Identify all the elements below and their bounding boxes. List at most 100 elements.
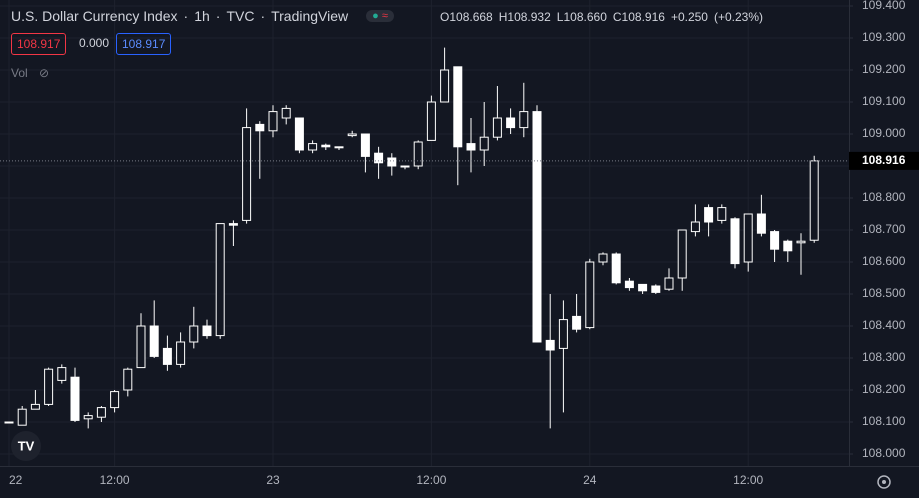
volume-label[interactable]: Vol ⊘ (11, 66, 50, 80)
low-label: L (556, 10, 564, 24)
candle-body (70, 376, 80, 421)
y-tick-label: 108.100 (862, 414, 906, 428)
settings-icon[interactable] (877, 475, 891, 489)
x-tick-label: 22 (9, 473, 23, 487)
candle-body (30, 403, 40, 410)
candle-body (215, 223, 225, 337)
candle-body (770, 231, 780, 250)
candle-body (651, 285, 661, 293)
candle-body (572, 315, 582, 330)
candle-body (374, 152, 384, 164)
candle-body (162, 347, 172, 365)
candle-body (809, 160, 819, 241)
candle-body (17, 408, 27, 426)
buy-button[interactable]: 108.917 (116, 33, 172, 55)
interval[interactable]: 1h (194, 8, 210, 24)
candle-body (466, 143, 476, 151)
candle-body (57, 367, 67, 381)
open-label: O (440, 10, 450, 24)
last-price-box (849, 151, 919, 170)
open-value: 108.668 (449, 10, 493, 24)
svg-text:TV: TV (18, 438, 35, 453)
candle-body (611, 253, 621, 284)
candle-body (624, 280, 634, 289)
candle-body (202, 325, 212, 337)
y-tick-label: 109.200 (862, 62, 906, 76)
candle-body (189, 325, 199, 343)
y-tick-label: 108.400 (862, 318, 906, 332)
candle-body (426, 101, 436, 141)
candle-body (506, 117, 516, 129)
candle-body (598, 253, 608, 263)
x-tick-label: 12:00 (416, 473, 446, 487)
candle-body (149, 325, 159, 357)
x-tick-label: 23 (266, 473, 280, 487)
candle-body (294, 117, 304, 151)
candle-body (4, 421, 14, 424)
candle-body (585, 261, 595, 329)
high-value: 108.932 (507, 10, 551, 24)
candle-body (545, 339, 555, 351)
close-value: 108.916 (621, 10, 665, 24)
y-tick-label: 108.700 (862, 222, 906, 236)
candle-body (704, 207, 714, 223)
candle-body (360, 133, 370, 157)
candle-body (242, 127, 252, 221)
symbol: U.S. Dollar Currency Index (11, 8, 178, 24)
tradingview-logo: TV (11, 431, 41, 461)
candle-body (690, 221, 700, 233)
candle-body (413, 141, 423, 167)
candle-body (677, 229, 687, 279)
high-label: H (498, 10, 508, 24)
candle-body (440, 69, 450, 103)
candle-body (123, 368, 133, 391)
close-label: C (612, 10, 622, 24)
candle-body (308, 143, 318, 151)
exchange: TVC (226, 8, 255, 24)
candle-body (479, 136, 489, 151)
y-tick-label: 108.600 (862, 254, 906, 268)
candle-body (136, 325, 146, 369)
candle-body (400, 165, 410, 168)
change-percent: (+0.23%) (713, 10, 764, 24)
y-tick-label: 109.400 (862, 0, 906, 12)
candle-body (453, 66, 463, 148)
candle-body (44, 368, 54, 405)
last-price-label: 108.916 (862, 153, 906, 167)
y-tick-label: 109.000 (862, 126, 906, 140)
x-tick-label: 24 (583, 473, 597, 487)
symbol-header: U.S. Dollar Currency Index · 1h · TVC · Tra… (11, 8, 394, 24)
candle-body (83, 415, 93, 420)
change: +0.250 (670, 10, 708, 24)
y-tick-label: 109.300 (862, 30, 906, 44)
status-icon: ● ≈ (366, 10, 394, 22)
candle-body (532, 111, 542, 343)
candle-body (743, 213, 753, 263)
candle-body (255, 123, 265, 132)
low-value: 108.660 (563, 10, 607, 24)
y-tick-label: 108.200 (862, 382, 906, 396)
spread: 0.000 (79, 36, 110, 50)
candle-body (492, 117, 502, 138)
y-tick-label: 108.300 (862, 350, 906, 364)
volume-text: Vol (11, 66, 28, 80)
candle-body (558, 319, 568, 349)
y-tick-label: 108.000 (862, 446, 906, 460)
candle-body (664, 277, 674, 290)
candle-body (228, 223, 238, 226)
candle-body (334, 146, 344, 149)
candle-body (796, 240, 806, 244)
ohlc-legend: O 108.668 H 108.932 L 108.660 C 108.916 +0.2… (440, 10, 763, 24)
y-tick-label: 109.100 (862, 94, 906, 108)
candle-body (347, 133, 357, 137)
candle-body (717, 207, 727, 221)
x-tick-label: 12:00 (733, 473, 763, 487)
sell-button[interactable]: 108.917 (11, 33, 67, 55)
candle-body (730, 218, 740, 265)
candle-body (176, 341, 186, 365)
candle-body (756, 213, 766, 234)
candle-body (519, 111, 529, 129)
candle-body (281, 107, 291, 119)
